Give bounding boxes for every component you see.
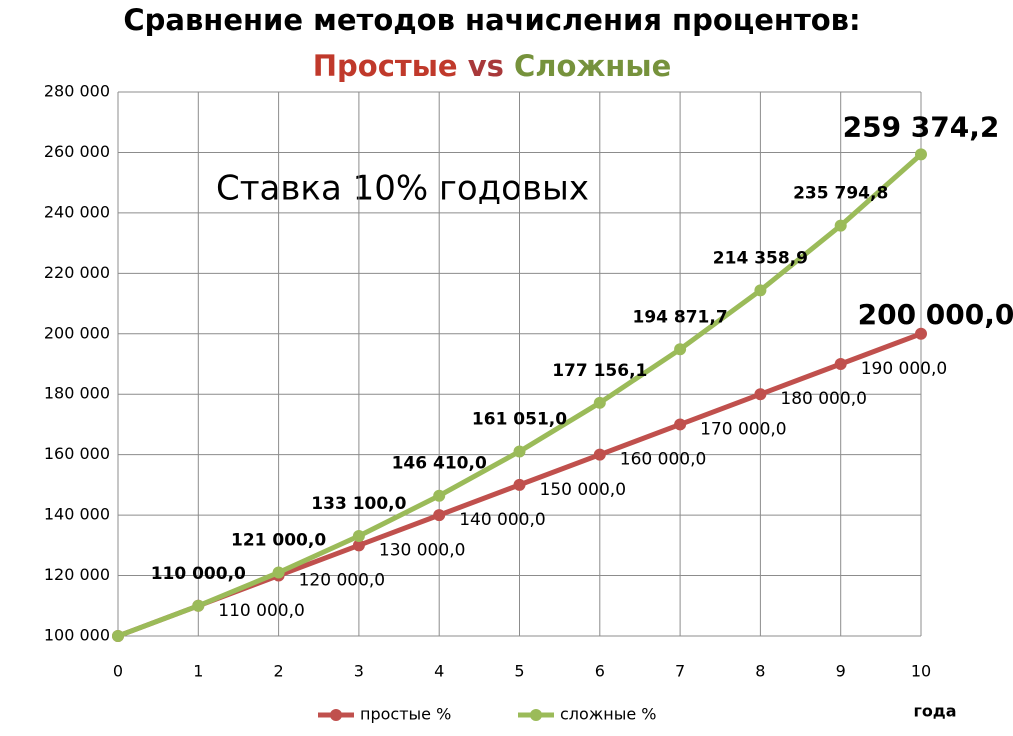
legend-label: сложные % (560, 705, 656, 724)
x-tick-label: 0 (113, 662, 123, 681)
data-label: 180 000,0 (780, 389, 867, 409)
data-point (915, 148, 927, 161)
x-tick-label: 3 (354, 662, 364, 681)
data-label: 170 000,0 (700, 419, 787, 439)
annotation: Ставка 10% годовых (216, 169, 589, 209)
subtitle-part: vs (468, 49, 504, 83)
y-tick-label: 200 000 (44, 323, 110, 342)
data-label: 200 000,0 (858, 298, 1013, 331)
legend-label: простые % (360, 705, 451, 724)
data-point (674, 418, 687, 431)
data-label: 190 000,0 (861, 359, 948, 379)
chart-subtitle: Простые vs Сложные (313, 49, 671, 83)
data-label: 194 871,7 (633, 307, 728, 327)
data-point (352, 539, 365, 552)
data-label: 120 000,0 (299, 571, 386, 591)
y-tick-label: 100 000 (44, 626, 110, 645)
data-point (112, 630, 124, 642)
data-point (674, 343, 687, 356)
data-point (754, 388, 767, 401)
y-tick-label: 180 000 (44, 384, 110, 403)
x-tick-label: 5 (514, 662, 524, 681)
y-tick-label: 260 000 (44, 142, 110, 161)
data-point (513, 478, 526, 491)
data-point (915, 327, 927, 340)
data-label: 121 000,0 (231, 531, 326, 551)
data-point (593, 448, 606, 461)
y-tick-label: 220 000 (44, 263, 110, 282)
subtitle-part: Сложные (514, 49, 671, 83)
data-point (192, 599, 205, 612)
y-tick-label: 140 000 (44, 505, 110, 524)
data-label: 110 000,0 (151, 564, 246, 584)
data-label: 130 000,0 (379, 540, 466, 560)
data-label: 146 410,0 (392, 454, 487, 474)
data-label: 177 156,1 (552, 361, 647, 381)
data-label: 150 000,0 (540, 480, 627, 500)
legend-marker (330, 709, 342, 721)
data-label: 161 051,0 (472, 409, 567, 429)
data-point (834, 358, 847, 370)
legend-marker (530, 709, 542, 721)
y-tick-label: 120 000 (44, 565, 110, 584)
data-label: 110 000,0 (218, 601, 305, 621)
data-label: 140 000,0 (459, 510, 546, 530)
x-tick-label: 9 (836, 662, 846, 681)
data-label: 160 000,0 (620, 450, 707, 470)
x-tick-label: 8 (755, 662, 765, 681)
data-point (593, 396, 606, 409)
data-point (433, 489, 446, 502)
x-tick-label: 10 (911, 662, 931, 681)
x-tick-label: 1 (193, 662, 203, 681)
data-label: 133 100,0 (311, 494, 406, 514)
data-point (352, 529, 365, 542)
y-tick-label: 160 000 (44, 444, 110, 463)
data-label: 235 794,8 (793, 184, 888, 204)
y-tick-label: 280 000 (44, 82, 110, 101)
data-point (272, 566, 285, 579)
data-point (433, 509, 446, 522)
x-tick-label: 4 (434, 662, 444, 681)
data-label: 259 374,2 (843, 110, 1000, 143)
data-label: 214 358,9 (713, 248, 808, 268)
x-tick-label: 6 (595, 662, 605, 681)
y-tick-label: 240 000 (44, 202, 110, 221)
x-tick-label: 2 (274, 662, 284, 681)
data-point (834, 219, 847, 232)
x-axis-label: года (913, 702, 956, 721)
data-point (513, 445, 526, 458)
chart-title: Сравнение методов начисления процентов: (123, 3, 860, 37)
data-point (754, 284, 767, 297)
subtitle-part: Простые (313, 49, 458, 83)
x-tick-label: 7 (675, 662, 685, 681)
